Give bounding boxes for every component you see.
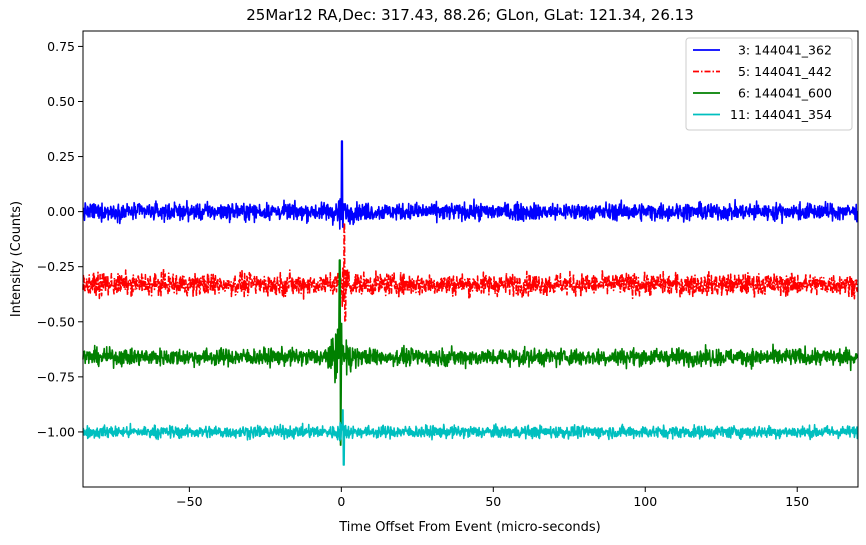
y-axis: 0.75 0.50 0.25 0.00 −0.25 −0.50 −0.75 −1.00 — [37, 39, 83, 439]
legend-label: 5: 144041_442 — [730, 64, 832, 79]
x-axis: −50 0 50 100 150 — [176, 487, 809, 509]
y-tick-label: 0.50 — [47, 94, 75, 109]
x-tick-label: 50 — [485, 494, 501, 509]
plot-frame — [82, 30, 859, 488]
y-axis-label: Intensity (Counts) — [9, 201, 24, 317]
y-tick-label: 0.00 — [47, 204, 75, 219]
x-tick-label: −50 — [176, 494, 202, 509]
chart-title: 25Mar12 RA,Dec: 317.43, 88.26; GLon, GLa… — [246, 6, 694, 24]
legend-label: 3: 144041_362 — [730, 43, 832, 58]
series-line-2 — [82, 221, 859, 323]
legend: 3: 144041_362 5: 144041_442 6: 144041_60… — [685, 37, 853, 131]
y-tick-label: −0.50 — [37, 314, 75, 329]
series-line-3 — [82, 259, 859, 446]
series-layer — [82, 140, 859, 466]
series-line-4 — [82, 409, 859, 466]
x-tick-label: 0 — [337, 494, 345, 509]
x-axis-label: Time Offset From Event (micro-seconds) — [338, 520, 601, 535]
y-tick-label: −0.75 — [37, 369, 75, 384]
y-tick-label: −0.25 — [37, 259, 75, 274]
x-tick-label: 150 — [785, 494, 809, 509]
legend-box — [685, 37, 853, 131]
x-tick-label: 100 — [633, 494, 657, 509]
legend-label: 11: 144041_354 — [730, 107, 832, 122]
y-tick-label: 0.75 — [47, 39, 75, 54]
series-line-1 — [82, 140, 859, 230]
y-tick-label: 0.25 — [47, 149, 75, 164]
legend-label: 6: 144041_600 — [730, 86, 832, 101]
y-tick-label: −1.00 — [37, 424, 75, 439]
